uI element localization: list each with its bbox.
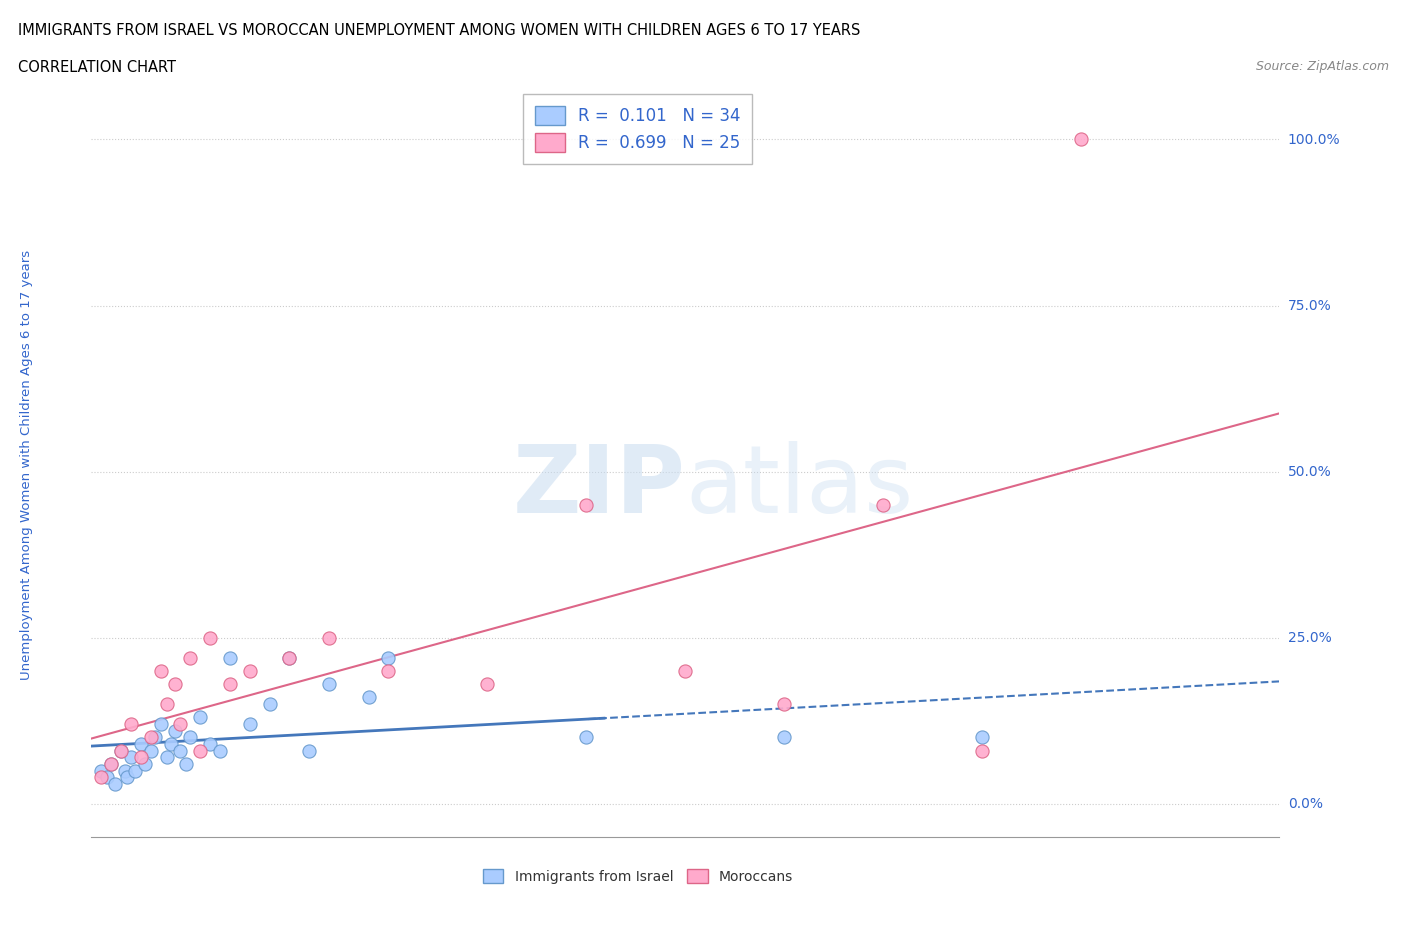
Legend: Immigrants from Israel, Moroccans: Immigrants from Israel, Moroccans [477, 864, 799, 890]
Text: Source: ZipAtlas.com: Source: ZipAtlas.com [1256, 60, 1389, 73]
Point [96, 770, 118, 785]
Point [872, 498, 894, 512]
Text: 75.0%: 75.0% [1288, 299, 1331, 312]
Point [104, 777, 127, 791]
Point [318, 677, 340, 692]
Point [219, 650, 242, 665]
Point [120, 717, 142, 732]
Point [673, 663, 696, 678]
Point [110, 743, 132, 758]
Point [139, 730, 162, 745]
Point [239, 663, 262, 678]
Point [90, 770, 112, 785]
Point [139, 743, 162, 758]
Text: 50.0%: 50.0% [1288, 465, 1331, 479]
Point [575, 730, 598, 745]
Point [124, 764, 146, 778]
Point [188, 710, 211, 724]
Point [298, 743, 321, 758]
Point [110, 743, 132, 758]
Point [129, 750, 152, 764]
Point [115, 770, 138, 785]
Point [972, 743, 994, 758]
Text: 100.0%: 100.0% [1288, 132, 1340, 147]
Point [198, 631, 221, 645]
Point [972, 730, 994, 745]
Point [120, 750, 142, 764]
Point [169, 717, 191, 732]
Point [100, 756, 122, 771]
Point [318, 631, 340, 645]
Point [1070, 132, 1092, 147]
Point [239, 717, 262, 732]
Point [179, 730, 201, 745]
Point [114, 764, 136, 778]
Point [357, 690, 380, 705]
Point [773, 697, 796, 711]
Point [90, 764, 112, 778]
Point [129, 737, 152, 751]
Point [163, 724, 186, 738]
Text: 0.0%: 0.0% [1288, 797, 1323, 811]
Point [156, 750, 179, 764]
Text: IMMIGRANTS FROM ISRAEL VS MOROCCAN UNEMPLOYMENT AMONG WOMEN WITH CHILDREN AGES 6: IMMIGRANTS FROM ISRAEL VS MOROCCAN UNEMP… [18, 23, 860, 38]
Point [100, 756, 122, 771]
Point [773, 730, 796, 745]
Point [198, 737, 221, 751]
Text: atlas: atlas [685, 442, 914, 533]
Point [169, 743, 191, 758]
Point [377, 663, 399, 678]
Point [134, 756, 156, 771]
Point [209, 743, 232, 758]
Point [575, 498, 598, 512]
Point [179, 650, 201, 665]
Point [159, 737, 181, 751]
Text: Unemployment Among Women with Children Ages 6 to 17 years: Unemployment Among Women with Children A… [20, 250, 32, 680]
Point [176, 756, 198, 771]
Point [377, 650, 399, 665]
Point [156, 697, 179, 711]
Point [143, 730, 166, 745]
Point [188, 743, 211, 758]
Point [278, 650, 301, 665]
Text: CORRELATION CHART: CORRELATION CHART [18, 60, 176, 75]
Point [149, 717, 172, 732]
Point [149, 663, 172, 678]
Point [278, 650, 301, 665]
Point [477, 677, 499, 692]
Point [163, 677, 186, 692]
Point [259, 697, 281, 711]
Point [219, 677, 242, 692]
Text: ZIP: ZIP [513, 442, 685, 533]
Text: 25.0%: 25.0% [1288, 631, 1331, 644]
